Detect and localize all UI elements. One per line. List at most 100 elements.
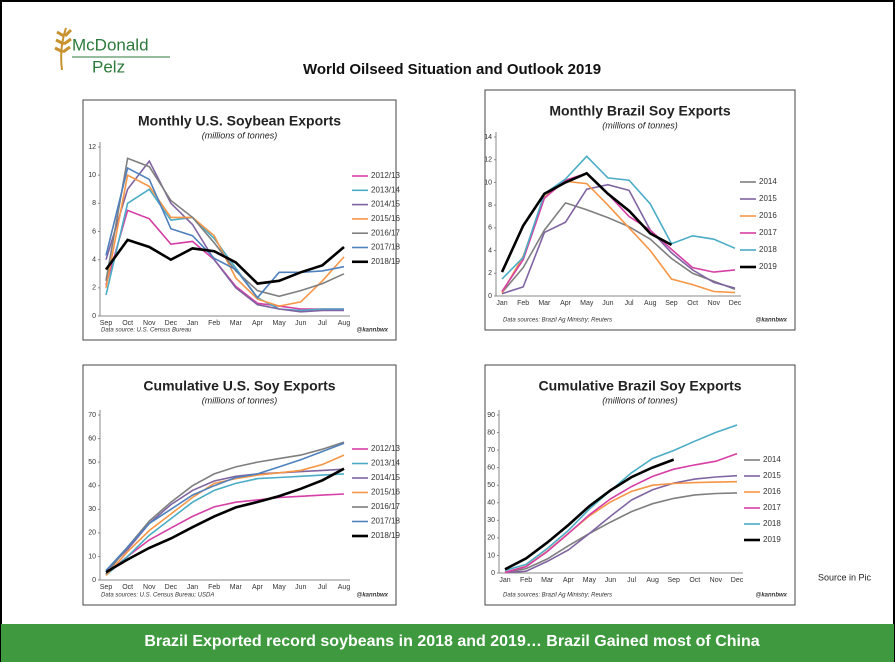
y-tick-label: 0 [491,570,495,577]
legend-label: 2017/18 [371,517,400,526]
x-tick-label: Sep [100,320,113,327]
legend-label: 2016 [763,487,781,496]
legend-label: 2012/13 [371,171,400,180]
chart-credit: @kannbwx [356,328,388,334]
series-line [501,183,736,295]
series-line [504,492,738,574]
x-tick-label: Feb [517,300,529,307]
x-tick-label: Mar [538,300,551,307]
series-line [105,467,345,574]
x-tick-label: Dec [165,320,178,327]
x-tick-label: Jan [187,584,198,591]
y-tick-label: 14 [484,134,492,141]
x-tick-label: Dec [729,300,742,307]
chart-title: Cumulative U.S. Soy Exports [143,378,335,394]
series-line [105,473,345,576]
legend-label: 2016 [759,211,777,220]
y-tick-label: 50 [88,459,96,466]
chart-title: Monthly U.S. Soybean Exports [138,113,341,129]
logo-text: Pelz [92,57,125,76]
chart-panel: Cumulative U.S. Soy Exports(millions of … [82,364,400,606]
y-tick-label: 10 [487,552,495,559]
logo: McDonald Pelz [54,27,170,76]
y-tick-label: 0 [488,293,492,300]
y-tick-label: 60 [487,465,495,472]
chart-source: Data sources: Brazil Ag Ministry; Reuter… [503,593,612,599]
x-tick-label: Jul [318,320,327,327]
slide-title: World Oilseed Situation and Outlook 2019 [303,61,601,78]
logo-text: McDonald [72,35,149,54]
wheat-grain [54,28,73,54]
chart-subtitle: (millions of tonnes) [202,395,278,405]
y-tick-label: 40 [88,483,96,490]
x-tick-label: Dec [731,577,744,584]
chart-frame [484,364,796,606]
series-line [500,171,673,273]
chart-panel: Cumulative Brazil Soy Exports(millions o… [484,364,796,606]
series-line [105,493,345,575]
x-tick-label: Jun [295,584,306,591]
x-tick-label: May [583,577,597,584]
x-tick-label: Jan [499,577,510,584]
legend-label: 2018/19 [371,531,400,540]
x-tick-label: Feb [208,320,220,327]
series-line [501,155,736,280]
chart-source: Data source: U.S. Census Bureau [101,328,192,334]
y-tick-label: 80 [487,429,495,436]
y-tick-label: 90 [487,412,495,419]
x-tick-label: May [272,320,286,327]
legend-label: 2018/19 [371,257,400,266]
y-tick-label: 20 [88,530,96,537]
series-line [504,424,738,572]
x-tick-label: Aug [646,577,659,584]
x-tick-label: Apr [563,577,575,584]
x-tick-label: Jun [602,300,613,307]
y-tick-label: 2 [92,285,96,292]
chart-credit: @kannbwx [356,593,388,599]
x-tick-label: Sep [667,577,680,584]
legend-label: 2012/13 [371,444,400,453]
x-tick-label: Oct [122,584,133,591]
x-tick-label: Mar [230,584,243,591]
y-tick-label: 8 [92,200,96,207]
y-tick-label: 12 [88,144,96,151]
legend-label: 2014 [759,177,777,186]
x-tick-label: Sep [100,584,113,591]
x-tick-label: Apr [252,320,264,327]
series-line [501,172,736,292]
y-tick-label: 2 [488,270,492,277]
x-tick-label: Aug [644,300,657,307]
chart-source: Data sources: Brazil Ag Ministry; Reuter… [503,318,612,324]
legend-label: 2016/17 [371,228,400,237]
legend-label: 2015/16 [371,214,400,223]
x-tick-label: Nov [708,300,721,307]
x-tick-label: May [272,584,286,591]
source-note: Source in Pic [818,572,872,582]
legend-label: 2013/14 [371,459,400,468]
y-tick-label: 12 [484,157,492,164]
y-tick-label: 0 [92,313,96,320]
y-tick-label: 10 [484,179,492,186]
y-tick-label: 4 [488,247,492,254]
chart-panel: Monthly U.S. Soybean Exports(millions of… [82,99,400,341]
y-tick-label: 6 [92,228,96,235]
legend-label: 2015 [763,471,781,480]
x-tick-label: Feb [520,577,532,584]
legend-label: 2019 [763,535,781,544]
x-tick-label: Mar [541,577,554,584]
chart-subtitle: (millions of tonnes) [602,395,678,405]
y-tick-label: 6 [488,225,492,232]
x-tick-label: Jan [187,320,198,327]
y-tick-label: 70 [487,447,495,454]
x-tick-label: Feb [208,584,220,591]
series-line [104,238,345,285]
x-tick-label: Oct [689,577,700,584]
chart-credit: @kannbwx [755,318,787,324]
x-tick-label: May [580,300,594,307]
x-tick-label: Apr [560,300,572,307]
chart-panel: Monthly Brazil Soy Exports(millions of t… [484,89,796,331]
series-line [504,474,738,574]
footer-text: Brazil Exported record soybeans in 2018 … [144,633,759,650]
legend-label: 2018 [763,519,781,528]
